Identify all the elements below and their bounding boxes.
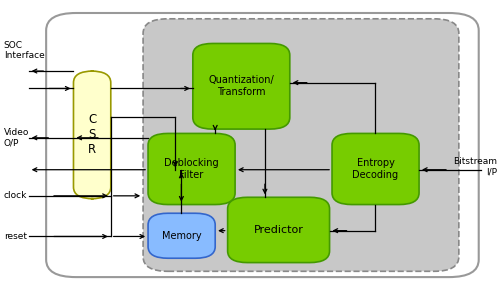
Text: SOC
Interface: SOC Interface [4,41,44,60]
FancyBboxPatch shape [74,71,111,199]
FancyBboxPatch shape [143,19,459,271]
Text: Video
O/P: Video O/P [4,128,29,147]
Text: Predictor: Predictor [254,225,304,235]
FancyBboxPatch shape [332,133,419,205]
Text: Bitstream
I/P: Bitstream I/P [454,157,498,176]
Text: C
S
R: C S R [88,113,96,156]
FancyBboxPatch shape [46,13,478,277]
FancyBboxPatch shape [193,43,290,129]
FancyBboxPatch shape [228,197,330,263]
Text: Deblocking
Filter: Deblocking Filter [164,158,219,180]
Text: Memory: Memory [162,231,202,241]
Text: reset: reset [4,232,27,241]
Text: Entropy
Decoding: Entropy Decoding [352,158,399,180]
Text: clock: clock [4,191,27,200]
FancyBboxPatch shape [148,133,235,205]
FancyBboxPatch shape [148,213,215,258]
Text: Quantization/
Transform: Quantization/ Transform [208,76,274,97]
